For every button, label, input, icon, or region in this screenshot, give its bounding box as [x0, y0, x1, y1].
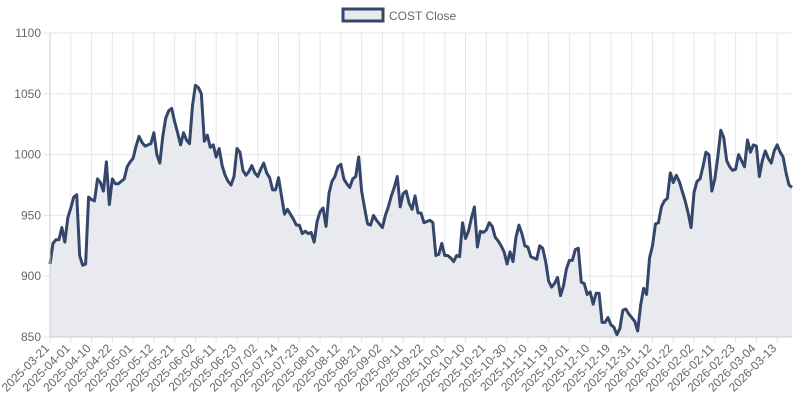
y-tick-label: 1000 — [14, 148, 41, 162]
y-tick-label: 850 — [21, 330, 41, 344]
y-axis-ticks: 850 900 950 1000 1050 1100 — [14, 26, 41, 344]
legend[interactable]: COST Close — [341, 7, 456, 23]
series-area-fill — [50, 85, 792, 337]
x-axis-ticks: 2025-03-212025-04-012025-04-102025-04-22… — [0, 341, 780, 395]
y-tick-label: 950 — [21, 208, 41, 222]
y-tick-label: 1100 — [15, 26, 41, 40]
y-tick-label: 1050 — [14, 87, 41, 101]
legend-label: COST Close — [389, 9, 456, 23]
legend-swatch — [341, 7, 385, 23]
axes — [49, 33, 792, 338]
series-line — [48, 83, 793, 337]
y-tick-label: 900 — [21, 269, 41, 283]
